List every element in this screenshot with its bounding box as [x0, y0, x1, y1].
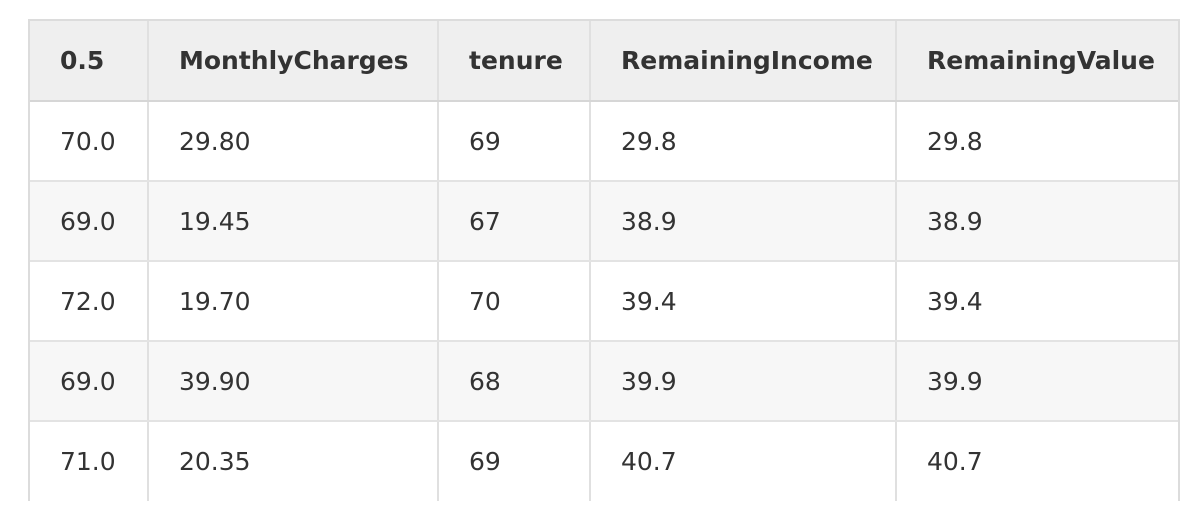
table-cell-remainingincome: 40.7	[590, 421, 897, 501]
table-cell-remainingincome: 39.9	[590, 341, 897, 422]
table-cell-remainingincome: 29.8	[590, 101, 897, 182]
header-row: 0.5 MonthlyCharges tenure RemainingIncom…	[30, 21, 1178, 102]
table-cell-monthlycharges: 19.70	[148, 261, 439, 342]
table-cell-index: 69.0	[30, 181, 149, 262]
table-cell-index: 71.0	[30, 421, 149, 501]
table-cell-monthlycharges: 19.45	[148, 181, 439, 262]
table-cell-remainingvalue: 29.8	[896, 101, 1178, 182]
table-row: 70.0 29.80 69 29.8 29.8	[30, 101, 1178, 182]
table-body: 70.0 29.80 69 29.8 29.8 69.0 19.45 67 38…	[30, 101, 1178, 501]
table-cell-index: 70.0	[30, 101, 149, 182]
table-row: 72.0 19.70 70 39.4 39.4	[30, 261, 1178, 342]
table-cell-remainingvalue: 38.9	[896, 181, 1178, 262]
table-cell-tenure: 69	[438, 421, 591, 501]
table-cell-remainingvalue: 39.4	[896, 261, 1178, 342]
table-cell-remainingincome: 39.4	[590, 261, 897, 342]
table-cell-tenure: 68	[438, 341, 591, 422]
data-table-container: 0.5 MonthlyCharges tenure RemainingIncom…	[28, 19, 1180, 501]
column-header-remainingincome: RemainingIncome	[590, 21, 897, 102]
data-table: 0.5 MonthlyCharges tenure RemainingIncom…	[30, 21, 1178, 501]
column-header-tenure: tenure	[438, 21, 591, 102]
column-header-index: 0.5	[30, 21, 149, 102]
table-row: 69.0 39.90 68 39.9 39.9	[30, 341, 1178, 422]
table-cell-monthlycharges: 20.35	[148, 421, 439, 501]
table-cell-remainingvalue: 39.9	[896, 341, 1178, 422]
table-cell-monthlycharges: 29.80	[148, 101, 439, 182]
table-cell-remainingincome: 38.9	[590, 181, 897, 262]
column-header-remainingvalue: RemainingValue	[896, 21, 1178, 102]
column-header-monthlycharges: MonthlyCharges	[148, 21, 439, 102]
table-row: 69.0 19.45 67 38.9 38.9	[30, 181, 1178, 262]
table-cell-index: 69.0	[30, 341, 149, 422]
table-row: 71.0 20.35 69 40.7 40.7	[30, 421, 1178, 501]
table-header: 0.5 MonthlyCharges tenure RemainingIncom…	[30, 21, 1178, 102]
table-cell-tenure: 70	[438, 261, 591, 342]
table-cell-monthlycharges: 39.90	[148, 341, 439, 422]
table-cell-tenure: 69	[438, 101, 591, 182]
table-cell-index: 72.0	[30, 261, 149, 342]
table-cell-tenure: 67	[438, 181, 591, 262]
table-cell-remainingvalue: 40.7	[896, 421, 1178, 501]
